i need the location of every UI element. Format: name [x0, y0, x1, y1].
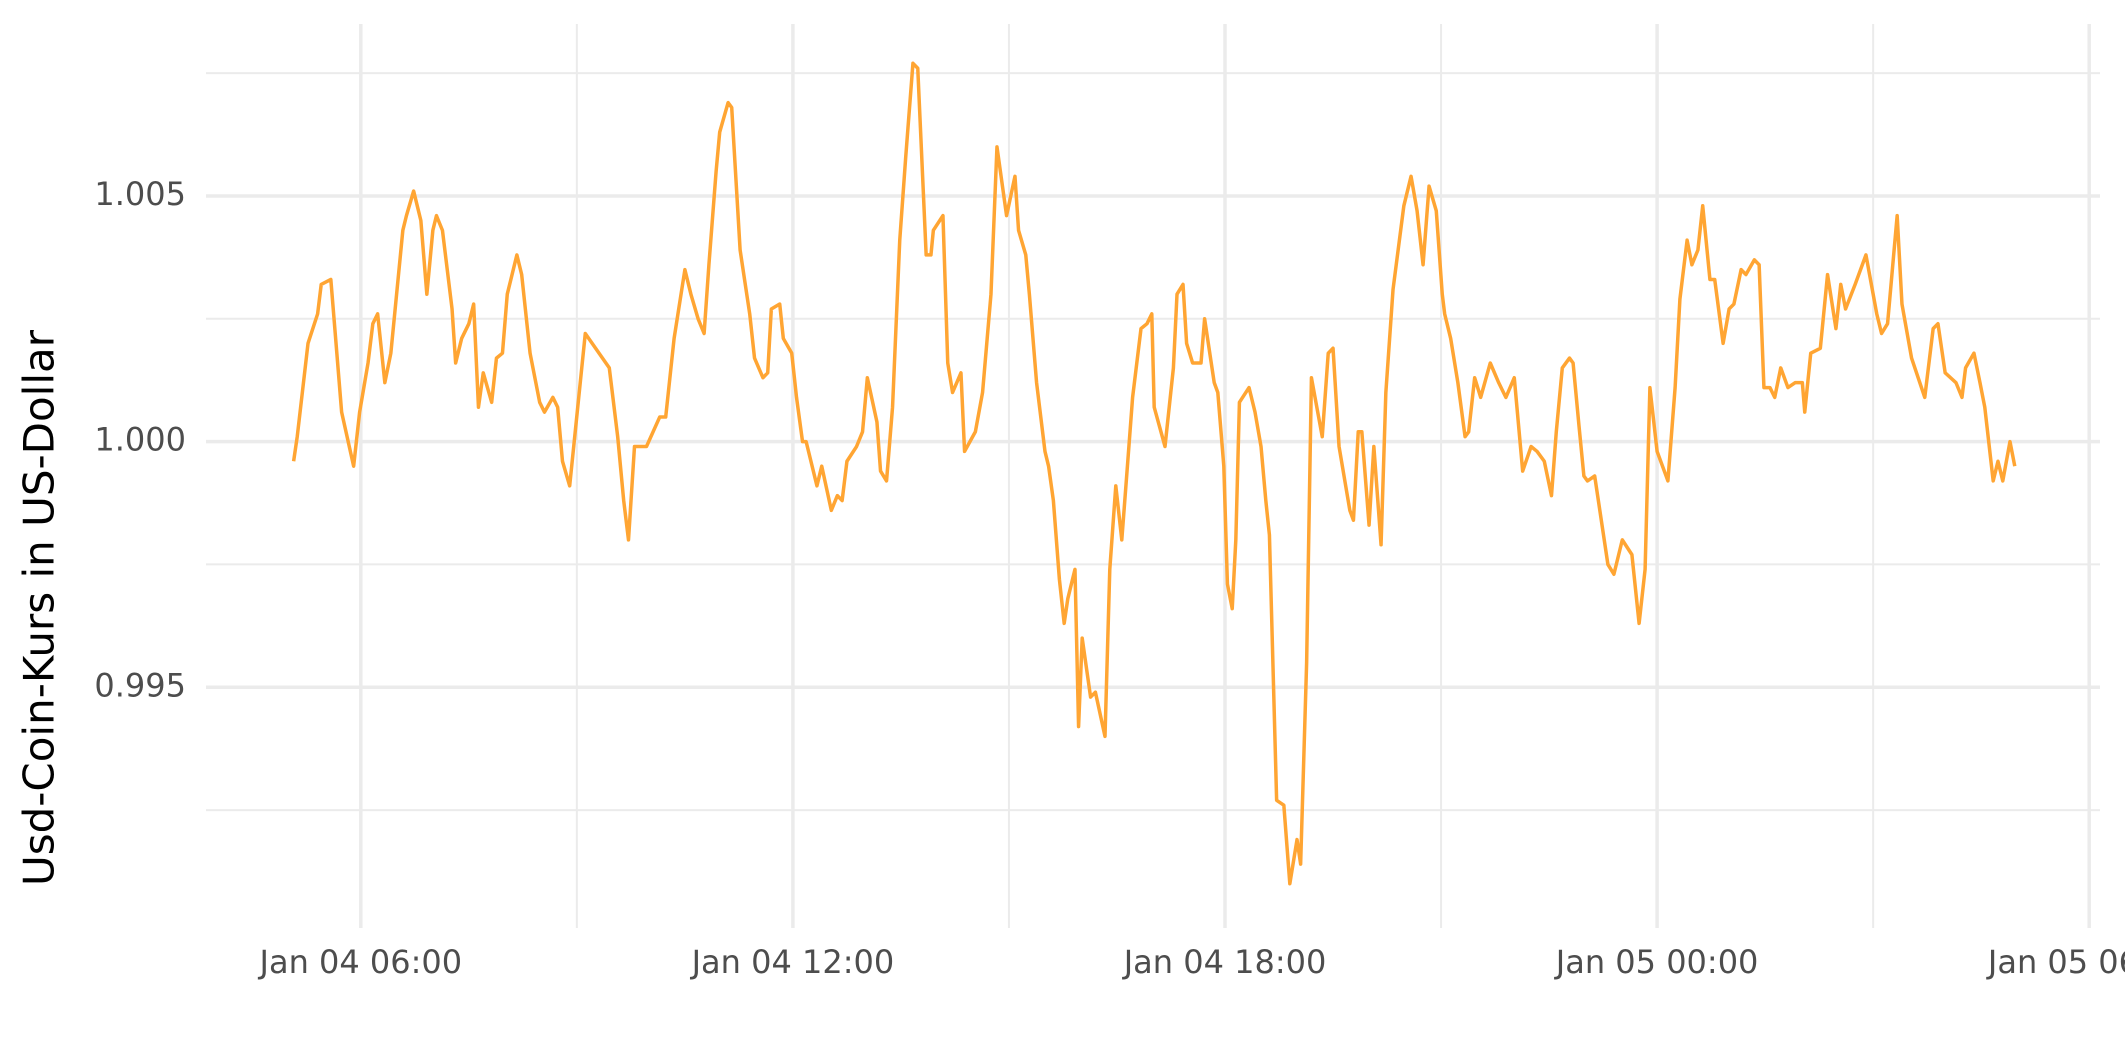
y-tick-label: 1.000: [94, 421, 186, 459]
x-tick-label: Jan 05 00:00: [1554, 943, 1759, 981]
line: [291, 61, 2017, 886]
x-tick-label: Jan 04 06:00: [258, 943, 463, 981]
grid: [206, 24, 2100, 928]
x-tick-label: Jan 05 06:00: [1986, 943, 2125, 981]
x-tick-label: Jan 04 12:00: [690, 943, 895, 981]
y-tick-label: 1.005: [94, 175, 186, 213]
y-axis-title: Usd-Coin-Kurs in US-Dollar: [15, 329, 64, 886]
y-tick-label: 0.995: [94, 666, 186, 704]
x-tick-label: Jan 04 18:00: [1122, 943, 1327, 981]
